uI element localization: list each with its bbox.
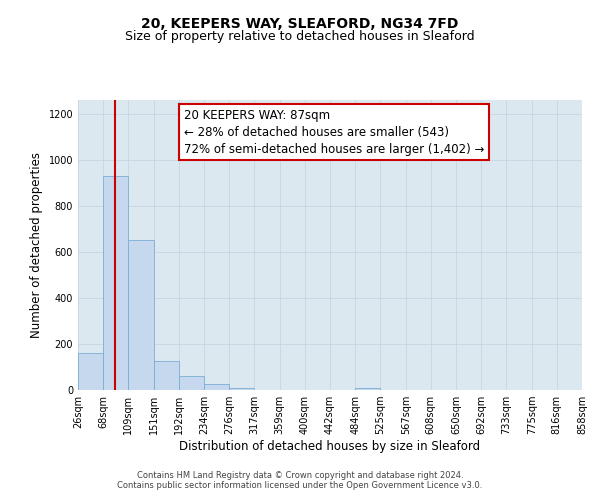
Text: Size of property relative to detached houses in Sleaford: Size of property relative to detached ho… [125, 30, 475, 43]
Text: 20 KEEPERS WAY: 87sqm
← 28% of detached houses are smaller (543)
72% of semi-det: 20 KEEPERS WAY: 87sqm ← 28% of detached … [184, 108, 484, 156]
Bar [154, 361, 179, 390]
Y-axis label: Number of detached properties: Number of detached properties [30, 152, 43, 338]
Text: 20, KEEPERS WAY, SLEAFORD, NG34 7FD: 20, KEEPERS WAY, SLEAFORD, NG34 7FD [142, 18, 458, 32]
Bar [355, 388, 380, 390]
Bar [103, 176, 128, 390]
Bar [179, 376, 204, 390]
Bar [204, 384, 229, 390]
Text: Contains public sector information licensed under the Open Government Licence v3: Contains public sector information licen… [118, 482, 482, 490]
Text: Contains HM Land Registry data © Crown copyright and database right 2024.: Contains HM Land Registry data © Crown c… [137, 472, 463, 480]
Bar [229, 388, 254, 390]
Bar [78, 353, 103, 390]
Bar [128, 240, 154, 390]
X-axis label: Distribution of detached houses by size in Sleaford: Distribution of detached houses by size … [179, 440, 481, 453]
